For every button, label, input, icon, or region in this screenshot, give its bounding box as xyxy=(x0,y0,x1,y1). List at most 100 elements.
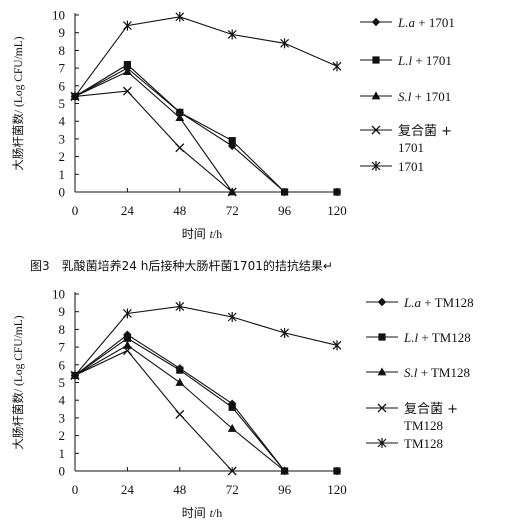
legend-marker-square xyxy=(378,333,386,341)
legend-label-x: 复合菌 + xyxy=(404,402,458,417)
y-tick-label: 4 xyxy=(59,393,66,408)
point-square xyxy=(228,137,236,145)
point-star xyxy=(280,327,290,338)
y-axis-label: 大肠杆菌数/ (Log CFU/mL) xyxy=(11,315,25,449)
point-square xyxy=(228,403,236,411)
legend-label-x: 复合菌 + xyxy=(398,124,452,139)
x-tick-label: 72 xyxy=(226,203,239,218)
legend-marker-star xyxy=(371,161,381,171)
x-tick-label: 120 xyxy=(327,482,347,497)
legend-marker-triangle xyxy=(377,367,387,376)
x-tick-label: 72 xyxy=(226,482,239,497)
legend-marker-x xyxy=(371,125,381,135)
legend-label-star: 1701 xyxy=(398,159,424,174)
legend-label-square: L.l + 1701 xyxy=(397,53,452,68)
x-tick-label: 24 xyxy=(121,203,135,218)
series-line-x xyxy=(74,90,233,193)
chart-top: 0 1 2 3 4 5 6 7 8 9 10 0 24 48 72 96 120 时间 t/h 大肠杆菌数/ (Lo… xyxy=(11,8,455,242)
point-square xyxy=(176,366,184,374)
point-square xyxy=(333,188,341,196)
point-star xyxy=(280,38,290,49)
y-tick-label: 0 xyxy=(59,185,66,200)
y-tick-label: 2 xyxy=(59,428,66,443)
point-star xyxy=(70,370,80,381)
y-tick-label: 7 xyxy=(59,61,66,76)
legend-marker-x xyxy=(377,403,387,413)
chart-bottom: 0 1 2 3 4 5 6 7 8 9 10 0 24 48 72 96 120 时间 t/h 大肠杆菌数/ (Lo… xyxy=(11,287,474,521)
point-square xyxy=(281,188,289,196)
point-star xyxy=(122,308,132,319)
y-tick-label: 1 xyxy=(59,167,66,182)
point-triangle xyxy=(227,423,237,432)
point-square xyxy=(123,334,131,342)
y-tick-label: 7 xyxy=(59,340,66,355)
y-tick-label: 4 xyxy=(59,114,66,129)
series-line-star xyxy=(74,305,338,376)
point-square xyxy=(123,60,131,69)
y-tick-label: 2 xyxy=(59,149,66,164)
point-x xyxy=(227,187,237,197)
legend-label-square: L.l + TM128 xyxy=(403,330,471,345)
point-star xyxy=(332,61,342,72)
y-tick-label: 8 xyxy=(59,43,66,58)
point-star xyxy=(227,29,237,40)
legend-marker-square xyxy=(372,56,380,64)
point-x xyxy=(122,346,132,356)
point-x xyxy=(175,143,185,153)
series-line-diamond xyxy=(74,67,337,193)
legend-marker-star xyxy=(377,438,387,448)
legend-label-triangle: S.l + 1701 xyxy=(398,89,451,104)
x-tick-label: 48 xyxy=(173,482,186,497)
legend-label-triangle: S.l + TM128 xyxy=(404,365,470,380)
point-square xyxy=(333,467,341,475)
point-x xyxy=(122,86,132,96)
point-triangle xyxy=(123,67,132,76)
y-tick-label: 8 xyxy=(59,322,66,337)
y-tick-label: 9 xyxy=(59,25,66,40)
point-triangle xyxy=(123,340,132,349)
y-tick-label: 3 xyxy=(59,410,66,425)
y-tick-label: 9 xyxy=(59,304,66,319)
point-x xyxy=(175,409,185,419)
x-tick-label: 96 xyxy=(278,482,292,497)
point-star xyxy=(70,91,80,102)
legend-marker-diamond xyxy=(371,17,381,27)
y-tick-label: 3 xyxy=(59,131,66,146)
point-star xyxy=(227,312,237,323)
figure-caption: 图3 乳酸菌培养24 h后接种大肠杆菌1701的拮抗结果↵ xyxy=(30,258,333,273)
x-tick-label: 120 xyxy=(327,203,347,218)
series-line-star xyxy=(74,16,338,97)
legend-marker-diamond xyxy=(377,297,387,307)
x-tick-label: 0 xyxy=(72,203,79,218)
series-line-triangle xyxy=(74,70,233,193)
point-star xyxy=(122,20,132,31)
point-triangle xyxy=(175,377,185,386)
y-tick-label: 10 xyxy=(52,287,65,302)
x-axis-label: 时间 t/h xyxy=(182,506,223,520)
x-tick-label: 0 xyxy=(72,482,79,497)
point-square xyxy=(176,108,184,116)
point-x xyxy=(227,466,237,476)
y-tick-label: 5 xyxy=(59,375,66,390)
series-line-square xyxy=(74,63,337,193)
y-tick-label: 6 xyxy=(59,78,66,93)
legend-label-star: TM128 xyxy=(404,436,443,451)
x-tick-label: 48 xyxy=(173,203,186,218)
y-tick-label: 6 xyxy=(59,357,66,372)
y-tick-label: 1 xyxy=(59,446,66,461)
legend-label-diamond: L.a + TM128 xyxy=(403,295,474,310)
series-line-diamond xyxy=(74,334,337,472)
series-line-x xyxy=(74,349,233,472)
point-triangle xyxy=(175,113,185,122)
point-star xyxy=(175,301,185,312)
point-triangle xyxy=(280,466,289,475)
point-star xyxy=(332,340,342,351)
y-tick-label: 5 xyxy=(59,96,66,111)
y-axis-label: 大肠杆菌数/ (Log CFU/mL) xyxy=(11,36,25,170)
series-line-square xyxy=(74,337,337,472)
legend-label-line2: 1701 xyxy=(398,140,424,155)
x-tick-label: 24 xyxy=(121,482,135,497)
x-axis-label: 时间 t/h xyxy=(182,227,223,241)
y-tick-label: 0 xyxy=(59,464,66,479)
